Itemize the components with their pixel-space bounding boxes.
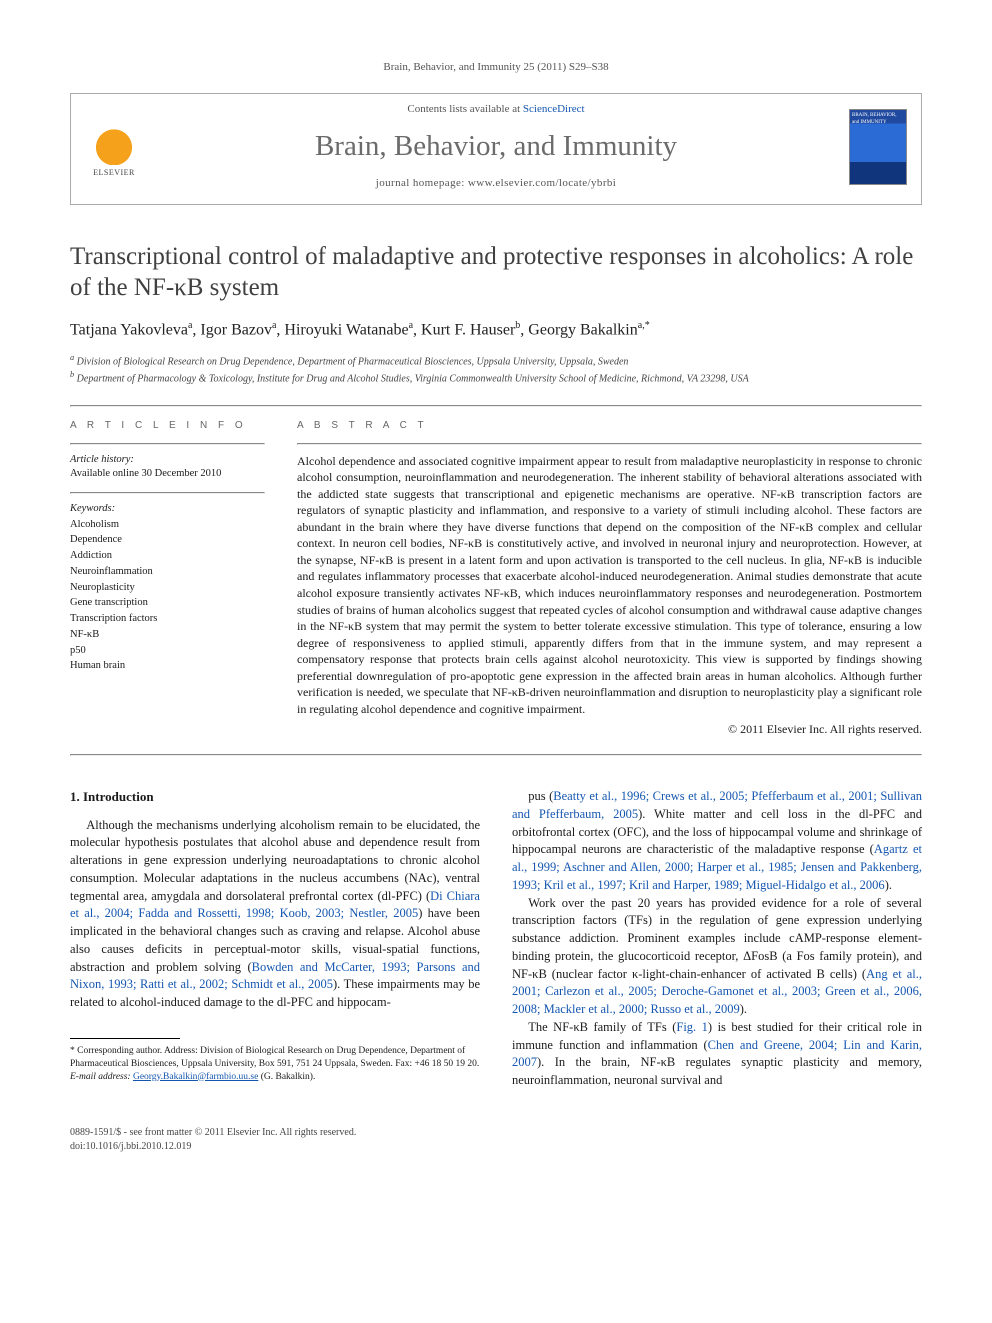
info-rule-2: [70, 492, 265, 494]
keyword-item: Addiction: [70, 548, 265, 564]
affiliation-a: a Division of Biological Research on Dru…: [70, 352, 922, 369]
article-title: Transcriptional control of maladaptive a…: [70, 241, 922, 304]
article-info: A R T I C L E I N F O Article history: A…: [70, 419, 265, 739]
running-head: Brain, Behavior, and Immunity 25 (2011) …: [70, 60, 922, 75]
footnote-rule: [70, 1038, 180, 1039]
keyword-item: Alcoholism: [70, 517, 265, 533]
affiliation-a-text: Division of Biological Research on Drug …: [77, 356, 629, 367]
keyword-item: Neuroplasticity: [70, 580, 265, 596]
contents-available-line: Contents lists available at ScienceDirec…: [159, 102, 833, 117]
keyword-item: NF-κB: [70, 627, 265, 643]
abstract-heading: A B S T R A C T: [297, 419, 922, 433]
intro-paragraph-left: Although the mechanisms underlying alcoh…: [70, 817, 480, 1012]
affiliation-b: b Department of Pharmacology & Toxicolog…: [70, 369, 922, 386]
header-center: Contents lists available at ScienceDirec…: [159, 102, 833, 191]
abstract: A B S T R A C T Alcohol dependence and a…: [297, 419, 922, 739]
keyword-item: Gene transcription: [70, 595, 265, 611]
footer-left: 0889-1591/$ - see front matter © 2011 El…: [70, 1126, 356, 1154]
keywords-list: AlcoholismDependenceAddictionNeuroinflam…: [70, 517, 265, 675]
corresponding-email-link[interactable]: Georgy.Bakalkin@farmbio.uu.se: [133, 1072, 258, 1082]
keyword-item: Dependence: [70, 532, 265, 548]
intro-paragraph-right-1: pus (Beatty et al., 1996; Crews et al., …: [512, 788, 922, 895]
affiliations: a Division of Biological Research on Dru…: [70, 352, 922, 387]
page-footer: 0889-1591/$ - see front matter © 2011 El…: [70, 1126, 922, 1154]
contents-prefix: Contents lists available at: [407, 103, 522, 115]
keyword-item: Transcription factors: [70, 611, 265, 627]
keyword-item: Human brain: [70, 658, 265, 674]
author-list: Tatjana Yakovlevaa, Igor Bazova, Hiroyuk…: [70, 319, 922, 342]
homepage-url: www.elsevier.com/locate/ybrbi: [468, 177, 616, 189]
keyword-item: p50: [70, 643, 265, 659]
journal-cover-thumbnail: BRAIN, BEHAVIOR, and IMMUNITY: [849, 109, 907, 185]
page: Brain, Behavior, and Immunity 25 (2011) …: [0, 0, 992, 1194]
keywords-label: Keywords:: [70, 502, 265, 517]
intro-paragraph-right-2: Work over the past 20 years has provided…: [512, 895, 922, 1019]
homepage-prefix: journal homepage:: [376, 177, 468, 189]
left-column: 1. Introduction Although the mechanisms …: [70, 788, 480, 1090]
article-info-heading: A R T I C L E I N F O: [70, 419, 265, 433]
keyword-item: Neuroinflammation: [70, 564, 265, 580]
elsevier-logo: ELSEVIER: [85, 116, 143, 178]
section-1-heading: 1. Introduction: [70, 788, 480, 806]
email-label: E-mail address:: [70, 1072, 131, 1082]
affiliation-b-text: Department of Pharmacology & Toxicology,…: [77, 374, 749, 385]
email-line: E-mail address: Georgy.Bakalkin@farmbio.…: [70, 1071, 480, 1084]
email-suffix: (G. Bakalkin).: [258, 1072, 315, 1082]
abstract-rule: [297, 443, 922, 445]
elsevier-tree-icon: [90, 121, 138, 165]
journal-header-box: ELSEVIER Contents lists available at Sci…: [70, 93, 922, 204]
sciencedirect-link[interactable]: ScienceDirect: [523, 103, 585, 115]
rule-bottom: [70, 754, 922, 756]
info-rule-1: [70, 443, 265, 445]
abstract-text: Alcohol dependence and associated cognit…: [297, 453, 922, 718]
intro-paragraph-right-3: The NF-κB family of TFs (Fig. 1) is best…: [512, 1019, 922, 1090]
article-history-label: Article history:: [70, 453, 265, 468]
journal-name: Brain, Behavior, and Immunity: [159, 126, 833, 167]
journal-homepage-line: journal homepage: www.elsevier.com/locat…: [159, 176, 833, 191]
corresponding-author-note: * Corresponding author. Address: Divisio…: [70, 1045, 480, 1071]
body-columns: 1. Introduction Although the mechanisms …: [70, 788, 922, 1090]
footnotes: * Corresponding author. Address: Divisio…: [70, 1045, 480, 1083]
right-column: pus (Beatty et al., 1996; Crews et al., …: [512, 788, 922, 1090]
footer-front-matter: 0889-1591/$ - see front matter © 2011 El…: [70, 1126, 356, 1140]
article-history-line: Available online 30 December 2010: [70, 467, 265, 482]
footer-doi: doi:10.1016/j.bbi.2010.12.019: [70, 1140, 356, 1154]
publisher-label: ELSEVIER: [93, 167, 135, 178]
abstract-copyright: © 2011 Elsevier Inc. All rights reserved…: [297, 721, 922, 738]
article-info-and-abstract: A R T I C L E I N F O Article history: A…: [70, 407, 922, 755]
cover-text: BRAIN, BEHAVIOR, and IMMUNITY: [852, 113, 897, 125]
